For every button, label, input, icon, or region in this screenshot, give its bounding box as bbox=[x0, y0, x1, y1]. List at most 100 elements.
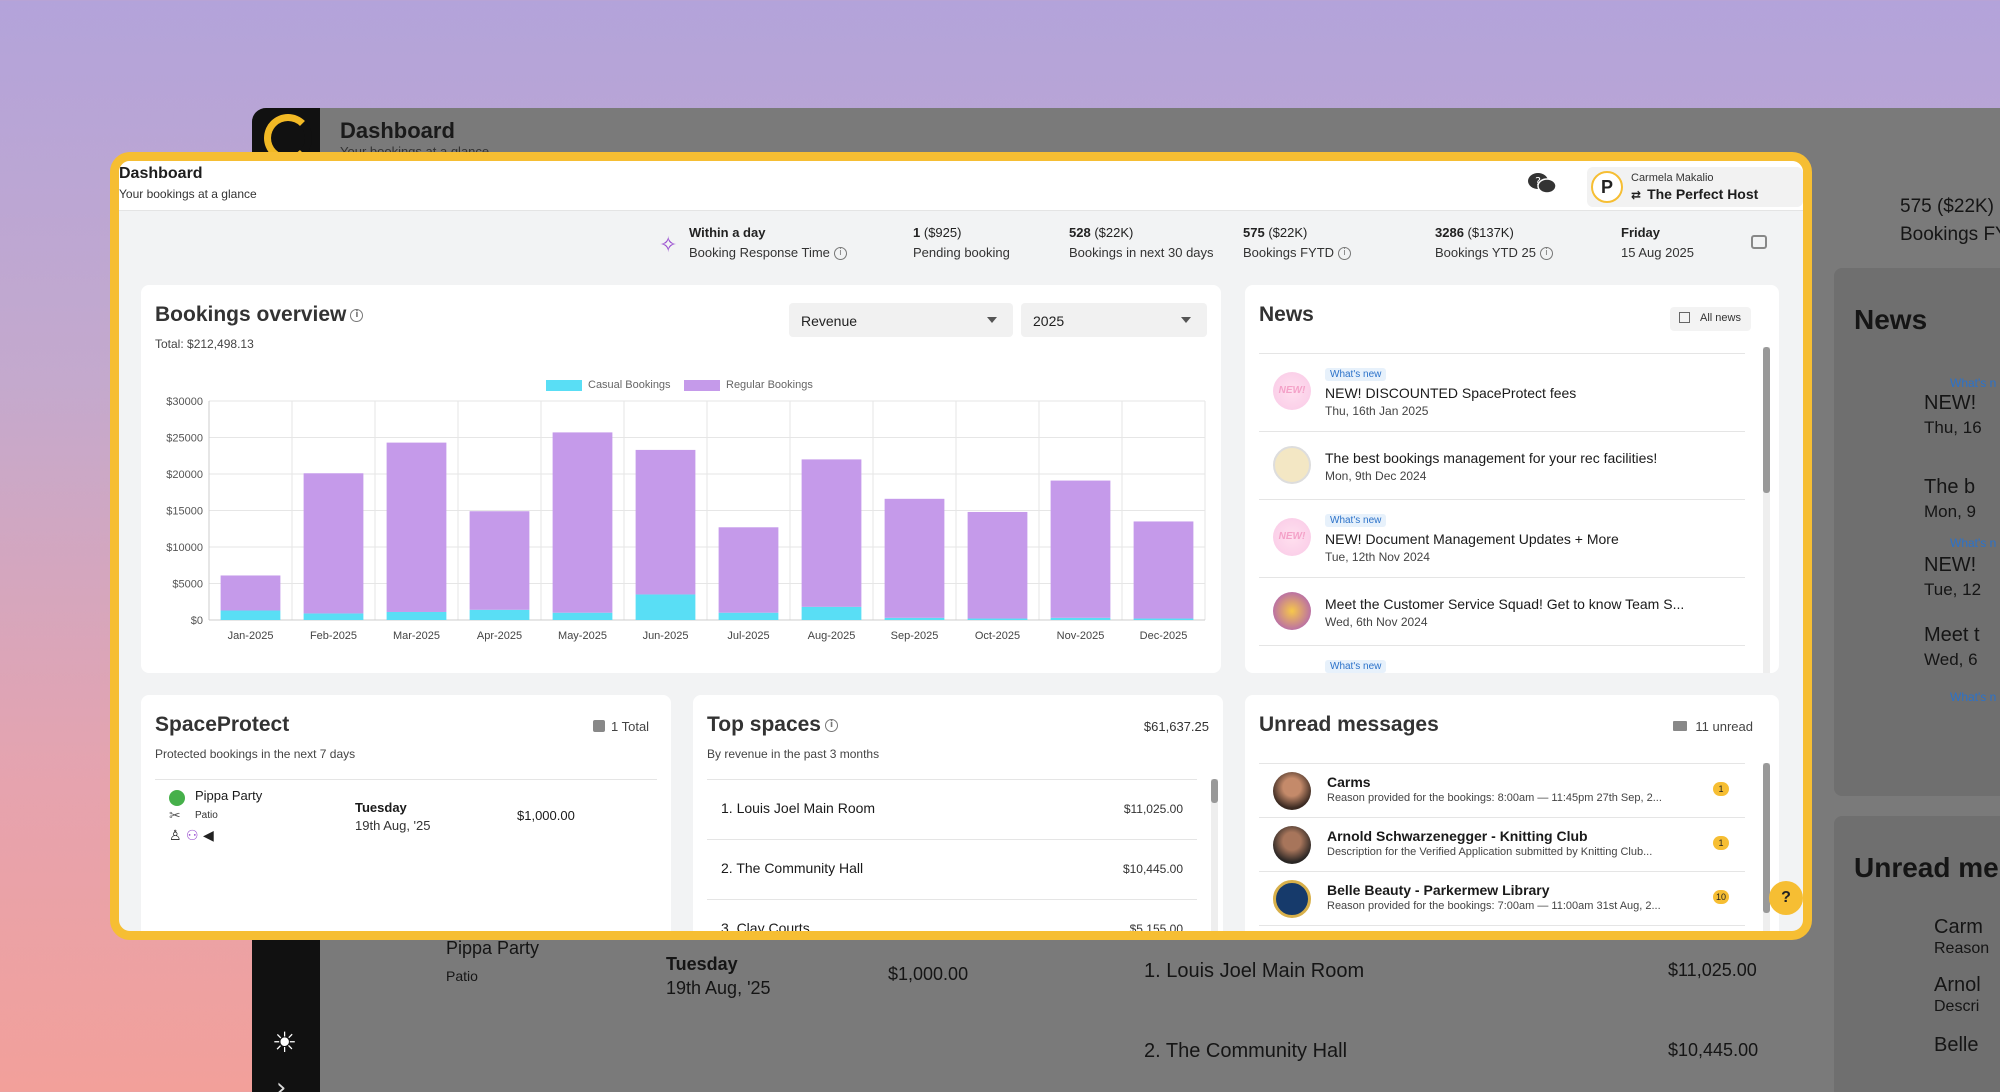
bar-casual-bookings bbox=[303, 613, 364, 620]
print-icon[interactable] bbox=[1751, 235, 1767, 249]
background-message-name: Carm bbox=[1934, 916, 1983, 938]
top-spaces-scrollbar[interactable] bbox=[1211, 779, 1218, 931]
overview-title-text: Bookings overview bbox=[155, 303, 347, 326]
message-item[interactable]: Carms Reason provided for the bookings: … bbox=[1259, 763, 1745, 817]
stat-next-30[interactable]: 528 ($22K) Bookings in next 30 days bbox=[1069, 225, 1214, 260]
background-page-title: Dashboard bbox=[340, 118, 455, 143]
user-menu[interactable]: P Carmela Makalio ⇄ The Perfect Host bbox=[1587, 167, 1803, 207]
news-item[interactable]: Meet the Customer Service Squad! Get to … bbox=[1259, 577, 1745, 645]
stat-date-value: 15 Aug 2025 bbox=[1621, 245, 1695, 260]
calendar-icon bbox=[593, 720, 605, 732]
info-icon[interactable]: i bbox=[833, 247, 847, 261]
news-item-title: The best bookings management for your re… bbox=[1325, 450, 1658, 466]
messages-title: Unread messages bbox=[1259, 713, 1439, 736]
x-tick-label: Dec-2025 bbox=[1140, 630, 1188, 642]
year-select[interactable]: 2025 bbox=[1021, 303, 1207, 337]
news-item[interactable]: NEW! What's new NEW! DISCOUNTED SpacePro… bbox=[1259, 353, 1745, 431]
x-tick-label: Jul-2025 bbox=[727, 630, 769, 642]
top-spaces-card: Top spaces i By revenue in the past 3 mon… bbox=[693, 695, 1223, 931]
unread-badge: 1 bbox=[1713, 836, 1729, 850]
legend-regular[interactable]: Regular Bookings bbox=[684, 379, 813, 391]
news-item[interactable]: NEW! What's new NEW! Document Management… bbox=[1259, 499, 1745, 577]
news-item[interactable]: What's new bbox=[1259, 645, 1745, 673]
space-row[interactable]: 2. The Community Hall $10,445.00 bbox=[707, 839, 1197, 897]
unread-count[interactable]: 11 unread bbox=[1673, 719, 1753, 734]
news-tag: What's new bbox=[1325, 660, 1387, 673]
legend-label: Casual Bookings bbox=[588, 379, 671, 391]
info-icon[interactable]: i bbox=[1338, 247, 1352, 261]
background-sp-amount: $1,000.00 bbox=[888, 964, 969, 984]
news-item-title: NEW! Document Management Updates + More bbox=[1325, 531, 1619, 547]
background-news-tag: What's n bbox=[1950, 536, 1997, 550]
booking-amount: $1,000.00 bbox=[517, 808, 575, 823]
x-tick-label: Mar-2025 bbox=[393, 630, 440, 642]
unread-badge: 1 bbox=[1713, 782, 1729, 796]
message-item[interactable] bbox=[1259, 925, 1745, 931]
space-value: $10,445.00 bbox=[1122, 862, 1183, 876]
background-sp-name: Pippa Party bbox=[446, 938, 540, 958]
info-icon[interactable]: i bbox=[824, 718, 838, 732]
bar-casual-bookings bbox=[718, 612, 779, 620]
background-sp-day: Tuesday bbox=[666, 954, 738, 974]
unread-badge: 10 bbox=[1712, 890, 1729, 904]
chat-help-icon[interactable]: ? bbox=[1527, 171, 1557, 197]
y-tick-label: $25000 bbox=[166, 433, 203, 445]
news-item-title: NEW! DISCOUNTED SpaceProtect fees bbox=[1325, 385, 1577, 401]
bar-casual-bookings bbox=[801, 606, 862, 620]
top-spaces-title: Top spaces i bbox=[707, 713, 838, 737]
sun-icon[interactable]: ☀ bbox=[272, 1026, 298, 1059]
booking-room: Patio bbox=[195, 810, 218, 821]
overview-total: Total: $212,498.13 bbox=[155, 337, 254, 351]
legend-casual[interactable]: Casual Bookings bbox=[546, 379, 671, 391]
stat-amount: ($925) bbox=[923, 225, 962, 240]
x-tick-label: Jan-2025 bbox=[228, 630, 274, 642]
x-tick-label: Oct-2025 bbox=[975, 630, 1020, 642]
spaceprotect-row[interactable]: Pippa Party ✂ Patio ♙ ⚇ ◀ Tuesday 19th A… bbox=[155, 779, 657, 844]
x-tick-label: May-2025 bbox=[558, 630, 607, 642]
background-space-name: 1. Louis Joel Main Room bbox=[1144, 960, 1365, 982]
news-title: News bbox=[1259, 303, 1314, 326]
org-switcher[interactable]: ⇄ The Perfect Host bbox=[1631, 186, 1758, 202]
user-name: Carmela Makalio bbox=[1631, 172, 1714, 184]
news-item[interactable]: The best bookings management for your re… bbox=[1259, 431, 1745, 499]
messages-scrollbar[interactable] bbox=[1763, 763, 1770, 931]
all-news-button[interactable]: All news bbox=[1670, 307, 1751, 331]
space-row[interactable]: 3. Clay Courts $5,155.00 bbox=[707, 899, 1197, 931]
message-sender: Carms bbox=[1327, 774, 1371, 790]
stat-response-time: Within a day Booking Response Time i bbox=[689, 225, 847, 261]
news-tag: What's new bbox=[1325, 368, 1387, 381]
chevron-right-icon[interactable]: › bbox=[276, 1073, 287, 1092]
spaceprotect-total-text: 1 Total bbox=[611, 719, 650, 734]
background-messages-title: Unread me bbox=[1854, 852, 1999, 883]
message-item[interactable]: Arnold Schwarzenegger - Knitting Club De… bbox=[1259, 817, 1745, 871]
bar-regular-bookings bbox=[220, 575, 281, 611]
news-item-date: Mon, 9th Dec 2024 bbox=[1325, 469, 1427, 483]
info-icon[interactable]: i bbox=[350, 308, 364, 322]
message-sender: Arnold Schwarzenegger - Knitting Club bbox=[1327, 828, 1588, 844]
background-space-name: 2. The Community Hall bbox=[1144, 1040, 1348, 1062]
background-space-value: $11,025.00 bbox=[1668, 960, 1757, 980]
x-tick-label: Apr-2025 bbox=[477, 630, 522, 642]
metric-select[interactable]: Revenue bbox=[789, 303, 1013, 337]
space-row[interactable]: 1. Louis Joel Main Room $11,025.00 bbox=[707, 779, 1197, 837]
news-scrollbar[interactable] bbox=[1763, 347, 1770, 673]
chevron-down-icon bbox=[987, 317, 997, 323]
x-tick-label: Nov-2025 bbox=[1057, 630, 1105, 642]
help-button[interactable]: ? bbox=[1769, 881, 1803, 915]
background-sp-room: Patio bbox=[446, 968, 478, 984]
stat-fytd[interactable]: 575 ($22K) Bookings FYTD i bbox=[1243, 225, 1352, 261]
message-preview: Reason provided for the bookings: 7:00am… bbox=[1327, 900, 1661, 912]
news-card: News All news NEW! What's new NEW! DISCO… bbox=[1245, 285, 1779, 673]
message-item[interactable]: Belle Beauty - Parkermew Library Reason … bbox=[1259, 871, 1745, 925]
bar-casual-bookings bbox=[220, 610, 281, 620]
background-news-date: Mon, 9 bbox=[1924, 502, 1976, 521]
stats-bar: ✧ Within a day Booking Response Time i 1 … bbox=[119, 211, 1803, 281]
background-news-tag: What's n bbox=[1950, 376, 1997, 390]
stat-ytd[interactable]: 3286 ($137K) Bookings YTD 25 i bbox=[1435, 225, 1553, 261]
metric-select-value: Revenue bbox=[801, 313, 858, 329]
space-value: $11,025.00 bbox=[1123, 802, 1183, 816]
info-icon[interactable]: i bbox=[1539, 247, 1553, 261]
stat-pending[interactable]: 1 ($925) Pending booking bbox=[913, 225, 1010, 260]
stat-label: Bookings YTD 25 bbox=[1435, 245, 1536, 260]
background-news-date: Tue, 12 bbox=[1924, 580, 1982, 599]
